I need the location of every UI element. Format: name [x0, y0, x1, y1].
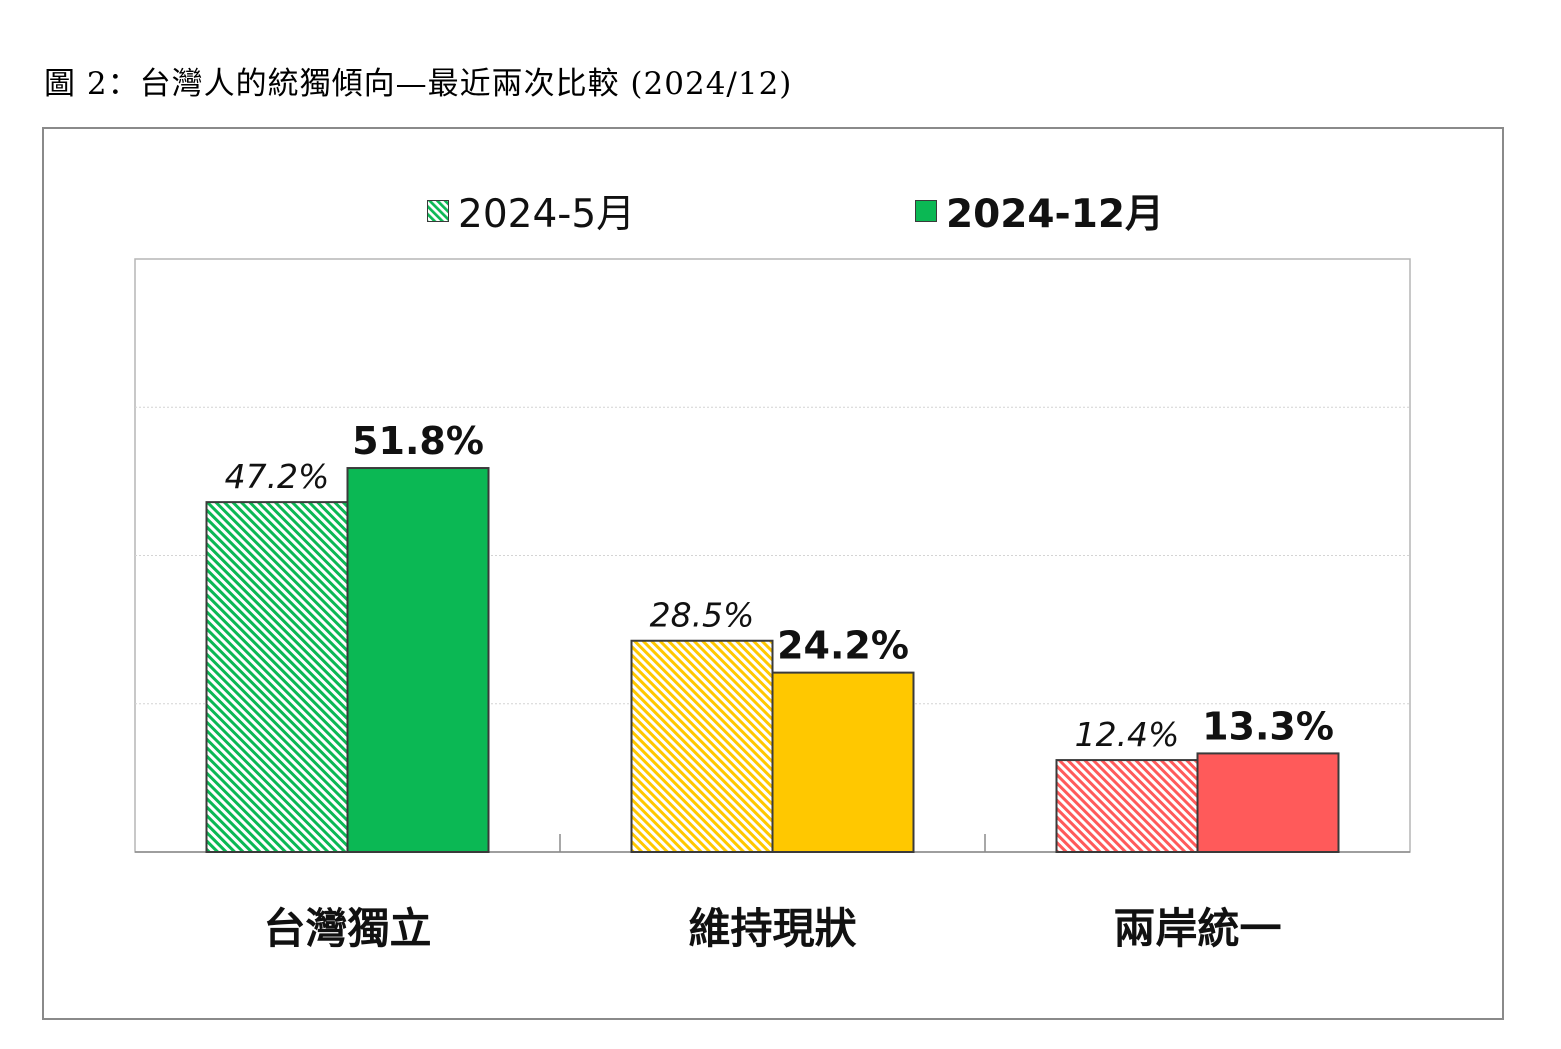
legend-item-may: 2024-5月 — [427, 183, 635, 239]
data-label-dec-2: 13.3% — [1202, 704, 1334, 748]
legend-swatch-hatched-icon — [427, 200, 449, 222]
page-title: 圖 2：台灣人的統獨傾向—最近兩次比較 (2024/12) — [44, 66, 793, 102]
legend-item-dec: 2024-12月 — [915, 183, 1164, 239]
category-label-0: 台灣獨立 — [263, 904, 432, 953]
legend: 2024-5月 2024-12月 — [0, 183, 1561, 237]
data-label-dec-0: 51.8% — [352, 419, 484, 463]
category-label-1: 維持現狀 — [688, 904, 857, 953]
data-label-dec-1: 24.2% — [777, 624, 909, 668]
legend-label-may: 2024-5月 — [458, 192, 636, 237]
bar-may-2 — [1055, 759, 1199, 854]
bar-may-1 — [630, 639, 774, 854]
bar-dec-1 — [771, 671, 915, 853]
category-label-2: 兩岸統一 — [1113, 904, 1282, 953]
bar-dec-2 — [1196, 752, 1340, 854]
legend-swatch-solid-icon — [915, 200, 937, 222]
bar-dec-0 — [346, 467, 490, 853]
data-label-may-0: 47.2% — [225, 457, 330, 496]
bar-may-0 — [205, 501, 349, 853]
data-label-may-1: 28.5% — [650, 596, 755, 635]
legend-label-dec: 2024-12月 — [946, 192, 1165, 237]
data-label-may-2: 12.4% — [1075, 715, 1180, 754]
